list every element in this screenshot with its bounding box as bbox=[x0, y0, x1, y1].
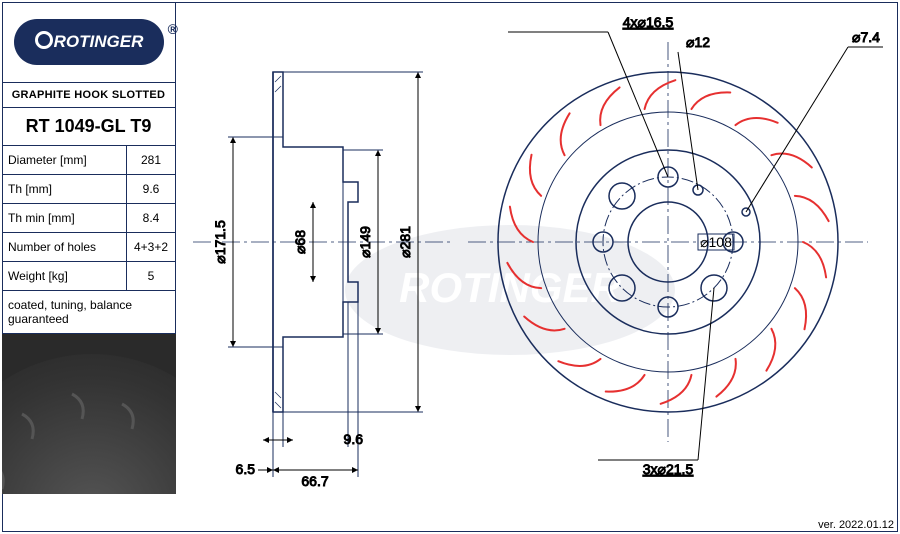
svg-text:⌀281: ⌀281 bbox=[397, 226, 413, 258]
svg-text:⌀12: ⌀12 bbox=[686, 34, 710, 50]
thumb-hooks bbox=[2, 354, 176, 494]
spec-value: 9.6 bbox=[127, 175, 175, 203]
spec-value: 5 bbox=[127, 262, 175, 290]
product-thumb bbox=[2, 334, 176, 494]
table-row: Number of holes4+3+2 bbox=[2, 233, 175, 262]
technical-drawing: ⌀171.5 ⌀68 ⌀149 ⌀281 9.6 6.5 bbox=[178, 2, 898, 512]
spec-label: Number of holes bbox=[2, 233, 127, 261]
spec-value: 4+3+2 bbox=[127, 233, 175, 261]
svg-text:⌀149: ⌀149 bbox=[357, 226, 373, 258]
version-label: ver. 2022.01.12 bbox=[818, 519, 894, 531]
spec-title: GRAPHITE HOOK SLOTTED bbox=[2, 83, 175, 108]
svg-text:⌀171.5: ⌀171.5 bbox=[212, 220, 228, 264]
svg-text:⌀68: ⌀68 bbox=[292, 230, 308, 254]
svg-text:3x⌀21.5: 3x⌀21.5 bbox=[643, 461, 694, 477]
spec-label: Weight [kg] bbox=[2, 262, 127, 290]
svg-text:4x⌀16.5: 4x⌀16.5 bbox=[623, 14, 674, 30]
spec-label: Diameter [mm] bbox=[2, 146, 127, 174]
brand-badge: ROTINGER bbox=[14, 19, 164, 65]
svg-text:6.5: 6.5 bbox=[236, 461, 256, 477]
table-row: Th min [mm]8.4 bbox=[2, 204, 175, 233]
brand-text: ROTINGER bbox=[54, 32, 144, 52]
table-row: Diameter [mm]281 bbox=[2, 146, 175, 175]
spec-note: coated, tuning, balance guaranteed bbox=[2, 291, 175, 334]
svg-text:⌀7.4: ⌀7.4 bbox=[852, 29, 880, 45]
spec-value: 281 bbox=[127, 146, 175, 174]
spec-value: 8.4 bbox=[127, 204, 175, 232]
part-number: RT 1049-GL T9 bbox=[2, 108, 175, 146]
svg-text:⌀108: ⌀108 bbox=[700, 234, 732, 250]
svg-text:66.7: 66.7 bbox=[301, 473, 328, 489]
spec-label: Th [mm] bbox=[2, 175, 127, 203]
section-view: ⌀171.5 ⌀68 ⌀149 ⌀281 9.6 6.5 bbox=[193, 72, 453, 489]
brand-logo: ROTINGER bbox=[2, 2, 176, 82]
spec-sidebar: ROTINGER GRAPHITE HOOK SLOTTED RT 1049-G… bbox=[2, 2, 176, 494]
drawing-svg: ⌀171.5 ⌀68 ⌀149 ⌀281 9.6 6.5 bbox=[178, 2, 898, 512]
svg-text:9.6: 9.6 bbox=[344, 431, 364, 447]
thumb-disc bbox=[2, 354, 176, 494]
spec-label: Th min [mm] bbox=[2, 204, 127, 232]
face-view: ⌀108 4x⌀16.5 ⌀12 ⌀7.4 3x⌀21.5 bbox=[468, 14, 883, 477]
spec-table: GRAPHITE HOOK SLOTTED RT 1049-GL T9 Diam… bbox=[2, 82, 175, 334]
table-row: Weight [kg]5 bbox=[2, 262, 175, 291]
table-row: Th [mm]9.6 bbox=[2, 175, 175, 204]
